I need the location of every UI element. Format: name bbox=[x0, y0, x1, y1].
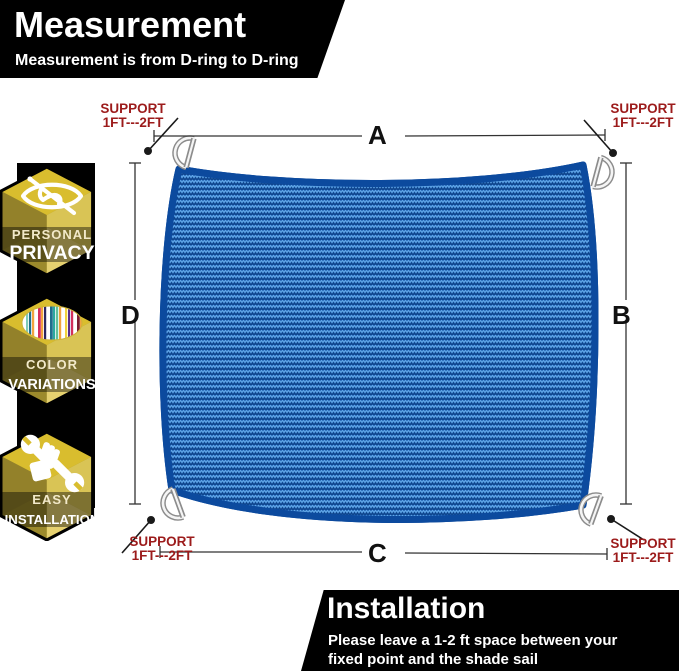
svg-text:EASY: EASY bbox=[32, 492, 71, 507]
svg-text:INSTALLATION: INSTALLATION bbox=[5, 512, 100, 527]
